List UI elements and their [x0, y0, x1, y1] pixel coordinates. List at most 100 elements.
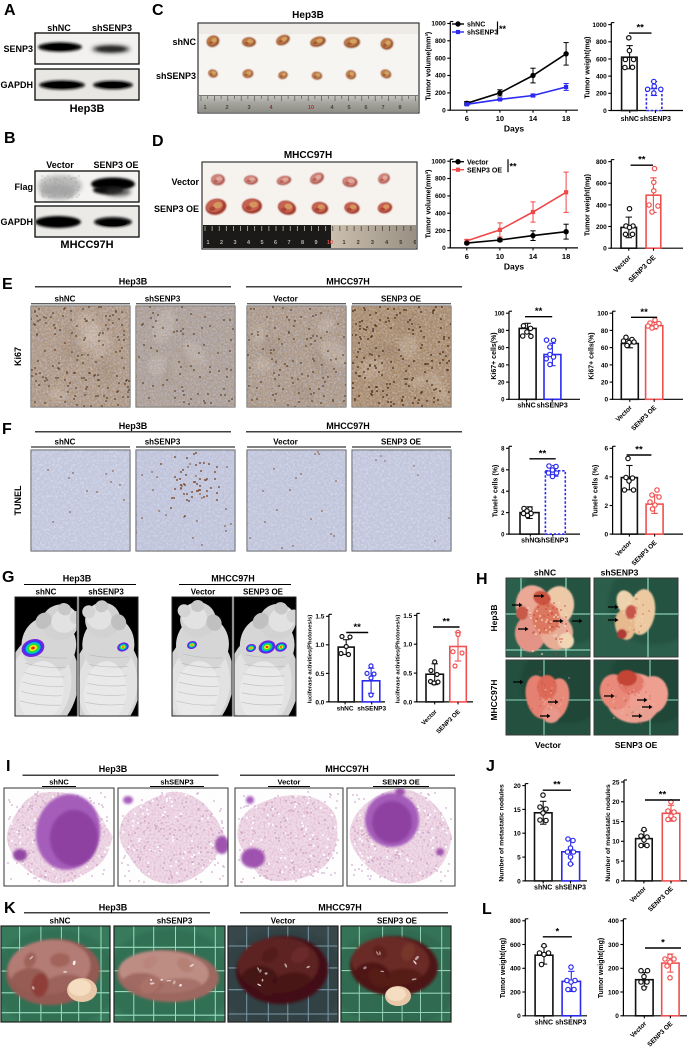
svg-text:1000: 1000 — [431, 158, 446, 165]
svg-text:shNC: shNC — [521, 538, 539, 545]
svg-text:shNC: shNC — [467, 22, 485, 29]
svg-text:2: 2 — [501, 511, 505, 517]
svg-text:3: 3 — [371, 240, 374, 246]
svg-text:Tumor weight(mg): Tumor weight(mg) — [583, 173, 592, 236]
svg-text:400: 400 — [596, 202, 607, 209]
svg-text:SENP3: SENP3 — [3, 44, 33, 54]
svg-text:Vector: Vector — [271, 917, 295, 926]
svg-text:Vector: Vector — [614, 539, 633, 558]
svg-text:shNC: shNC — [534, 885, 552, 892]
svg-text:shNC: shNC — [621, 116, 639, 123]
svg-text:G: G — [2, 569, 14, 586]
svg-text:3: 3 — [233, 240, 236, 246]
svg-text:Days: Days — [504, 124, 525, 134]
svg-text:shNC: shNC — [55, 438, 76, 447]
svg-text:**: ** — [659, 790, 667, 801]
svg-text:shSENP3: shSENP3 — [92, 23, 132, 33]
svg-text:0: 0 — [442, 107, 446, 114]
svg-text:Tumor weight(mg): Tumor weight(mg) — [583, 36, 592, 99]
svg-text:8: 8 — [301, 240, 304, 246]
svg-text:Ki67+ cells(%): Ki67+ cells(%) — [491, 332, 498, 379]
svg-text:6: 6 — [465, 252, 469, 261]
svg-text:100: 100 — [494, 312, 505, 318]
svg-text:4: 4 — [604, 474, 608, 481]
svg-text:Tumor volume(mm³): Tumor volume(mm³) — [424, 169, 433, 239]
svg-text:Hep3B: Hep3B — [292, 10, 324, 21]
svg-text:6: 6 — [364, 105, 367, 111]
svg-text:8: 8 — [398, 105, 401, 111]
svg-text:**: ** — [636, 23, 644, 34]
svg-text:SENP3 OE: SENP3 OE — [647, 885, 675, 913]
svg-text:MHCC97H: MHCC97H — [326, 421, 370, 431]
svg-text:800: 800 — [596, 39, 607, 46]
svg-text:GAPDH: GAPDH — [0, 80, 33, 90]
svg-text:**: ** — [535, 306, 543, 317]
svg-text:18: 18 — [562, 252, 570, 261]
svg-text:Vector: Vector — [191, 588, 215, 597]
svg-text:8: 8 — [501, 447, 505, 453]
svg-text:5: 5 — [616, 859, 620, 866]
svg-text:5: 5 — [260, 240, 263, 246]
svg-text:shSENP3: shSENP3 — [467, 30, 498, 37]
svg-text:1.5: 1.5 — [403, 613, 412, 620]
svg-text:200: 200 — [510, 989, 521, 996]
svg-text:shNC: shNC — [47, 23, 71, 33]
svg-text:4: 4 — [330, 105, 334, 111]
svg-text:600: 600 — [510, 942, 521, 949]
svg-text:**: ** — [638, 155, 646, 166]
svg-text:0: 0 — [604, 532, 608, 539]
svg-text:4: 4 — [501, 490, 505, 496]
svg-text:300: 300 — [608, 942, 619, 949]
svg-text:1000: 1000 — [592, 22, 607, 29]
svg-text:SENP3 OE: SENP3 OE — [467, 167, 502, 174]
svg-text:20: 20 — [612, 799, 620, 806]
svg-text:H: H — [476, 571, 488, 588]
svg-text:1.5: 1.5 — [315, 614, 324, 621]
svg-text:shSENP3: shSENP3 — [555, 1020, 586, 1027]
svg-text:Hep3B: Hep3B — [63, 574, 92, 584]
svg-text:0: 0 — [442, 245, 446, 252]
svg-text:Vector: Vector — [171, 177, 199, 187]
svg-text:F: F — [2, 421, 12, 438]
svg-text:2: 2 — [225, 105, 228, 111]
svg-text:25: 25 — [612, 779, 620, 786]
svg-text:7: 7 — [287, 240, 290, 246]
svg-text:*: * — [661, 938, 665, 949]
svg-text:shSENP3: shSENP3 — [640, 116, 671, 123]
svg-text:80: 80 — [498, 329, 505, 335]
svg-text:6: 6 — [465, 114, 469, 123]
svg-text:800: 800 — [435, 38, 446, 45]
svg-text:60: 60 — [498, 346, 505, 352]
svg-text:1.0: 1.0 — [403, 642, 412, 649]
svg-text:Vector: Vector — [273, 438, 297, 447]
svg-text:**: ** — [539, 448, 547, 459]
svg-text:Vector: Vector — [273, 295, 297, 304]
svg-text:luciferase activities(Photones: luciferase activities(Photones/s) — [308, 615, 314, 704]
svg-text:10: 10 — [496, 114, 504, 123]
svg-text:Number of metastatic nodules: Number of metastatic nodules — [605, 784, 612, 882]
svg-text:400: 400 — [510, 966, 521, 973]
svg-text:C: C — [152, 2, 164, 19]
svg-text:L: L — [482, 901, 492, 918]
svg-text:Hep3B: Hep3B — [119, 277, 148, 287]
svg-text:100: 100 — [597, 311, 608, 318]
svg-text:SENP3 OE: SENP3 OE — [382, 778, 420, 787]
svg-text:shSENP3: shSENP3 — [555, 885, 586, 892]
svg-text:5: 5 — [517, 855, 521, 862]
svg-text:SENP3 OE: SENP3 OE — [435, 708, 462, 735]
svg-text:shNC: shNC — [172, 37, 196, 47]
svg-text:**: ** — [635, 445, 643, 456]
svg-text:10: 10 — [612, 839, 620, 846]
svg-text:60: 60 — [601, 345, 609, 352]
svg-text:Number of metastatic nodules: Number of metastatic nodules — [499, 784, 506, 882]
svg-text:1: 1 — [203, 105, 206, 111]
svg-text:15: 15 — [612, 819, 620, 826]
svg-text:MHCC97H: MHCC97H — [211, 574, 255, 584]
svg-text:0: 0 — [604, 397, 608, 404]
svg-text:shSENP3: shSENP3 — [88, 588, 124, 597]
svg-text:SENP3 OE: SENP3 OE — [615, 740, 658, 750]
svg-text:Vector: Vector — [615, 404, 634, 423]
svg-text:Hep3B: Hep3B — [99, 764, 128, 774]
svg-text:20: 20 — [514, 783, 522, 790]
svg-text:2: 2 — [357, 240, 360, 246]
